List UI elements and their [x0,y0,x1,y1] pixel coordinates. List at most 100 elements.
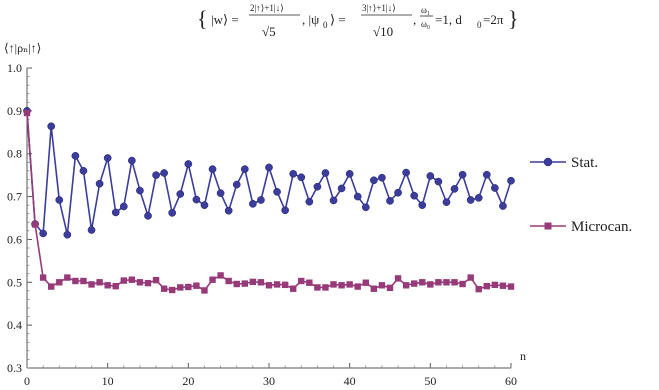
data-point-microcan [338,282,345,289]
x-axis-label: n [520,349,526,363]
data-point-microcan [177,284,184,291]
data-point-stat [119,202,128,211]
data-point-stat [224,206,233,215]
data-point-stat [257,196,265,204]
data-point-microcan [362,279,369,286]
title-d-value: =2π [483,12,504,27]
data-point-stat [442,198,451,206]
data-point-microcan [491,281,499,289]
data-point-microcan [249,278,257,286]
data-point-stat [63,230,72,239]
data-point-microcan [209,276,216,283]
y-tick-label: 0.4 [7,318,22,332]
data-point-stat [168,209,177,217]
data-point-stat [273,188,281,196]
data-point-stat [55,196,64,204]
data-point-stat [71,152,80,160]
data-point-stat [353,192,362,201]
data-point-stat [507,176,515,185]
data-point-stat [386,197,394,205]
data-point-stat [491,184,499,192]
data-point-microcan [443,279,450,286]
data-point-microcan [475,285,482,293]
data-point-microcan [136,279,144,286]
data-point-stat [47,122,56,131]
y-tick-label: 1.0 [7,61,22,75]
data-point-stat [402,168,410,177]
axis-ticks: 0.3 0.4 0.5 0.6 0.7 0.8 0.9 1.0 0 10 20 30 40 50 60 [7,61,517,388]
data-point-microcan [411,280,418,287]
title-psi-denominator: √10 [373,24,393,39]
data-point-stat [426,172,435,180]
data-point-microcan [290,285,297,292]
data-point-stat [192,195,201,204]
data-point-microcan [257,279,265,286]
data-point-microcan [201,287,208,294]
data-point-microcan [48,283,55,290]
data-point-stat [184,160,193,168]
data-point-stat [216,189,225,197]
series-microcan [23,109,515,294]
data-point-microcan [128,276,136,283]
data-point-microcan [281,281,289,289]
title-psi-subscript: 0 [323,20,328,30]
data-point-microcan [298,277,305,285]
legend-marker [544,222,552,230]
data-point-microcan [217,272,224,279]
data-point-microcan [483,282,490,290]
title-psi-ket: , |ψ [302,12,319,27]
data-point-microcan [386,284,394,292]
y-tick-label: 0.6 [7,232,22,246]
title-close-brace: } [508,6,519,31]
data-point-stat [200,201,209,209]
data-point-stat [79,167,88,175]
data-point-stat [289,170,298,178]
legend-item-microcan: Microcan. [530,219,632,235]
legend-marker [543,157,553,167]
data-point-microcan [64,274,71,281]
data-point-stat [95,179,104,188]
data-point-microcan [306,279,313,286]
data-point-stat [394,188,402,197]
data-point-stat [103,154,112,162]
data-point-stat [111,208,120,217]
data-point-stat [482,170,491,179]
x-tick-label: 0 [24,374,30,388]
data-point-microcan [451,279,458,286]
data-point-microcan [378,282,386,289]
data-point-stat [281,206,289,215]
x-tick-label: 60 [505,374,517,388]
x-tick-label: 10 [102,374,114,388]
data-point-microcan [467,274,474,281]
data-point-microcan [435,279,442,286]
legend-label: Stat. [571,155,598,171]
data-point-microcan [152,276,160,284]
x-tick-label: 30 [263,374,275,388]
data-point-microcan [193,282,200,289]
data-point-microcan [273,281,281,288]
data-point-microcan [120,277,127,284]
data-point-stat [458,170,467,179]
series-line-microcan [26,112,512,292]
data-point-stat [305,197,314,206]
data-point-stat [337,184,346,193]
data-point-stat [410,191,419,200]
data-point-stat [249,200,257,208]
data-point-microcan [72,277,79,285]
data-point-stat [329,196,338,205]
title-omega-numerator: ω₁ [421,5,430,15]
data-point-stat [39,229,47,238]
data-point-stat [208,165,217,173]
data-point-stat [418,201,427,209]
data-point-microcan [427,281,434,288]
data-point-microcan [96,279,103,286]
data-point-stat [136,186,144,195]
data-point-stat [144,212,152,220]
legend: Stat. Microcan. [530,155,632,235]
data-point-microcan [225,277,232,285]
data-point-stat [434,177,443,186]
data-point-microcan [31,221,39,228]
data-point-microcan [322,284,329,291]
data-point-microcan [507,283,515,290]
